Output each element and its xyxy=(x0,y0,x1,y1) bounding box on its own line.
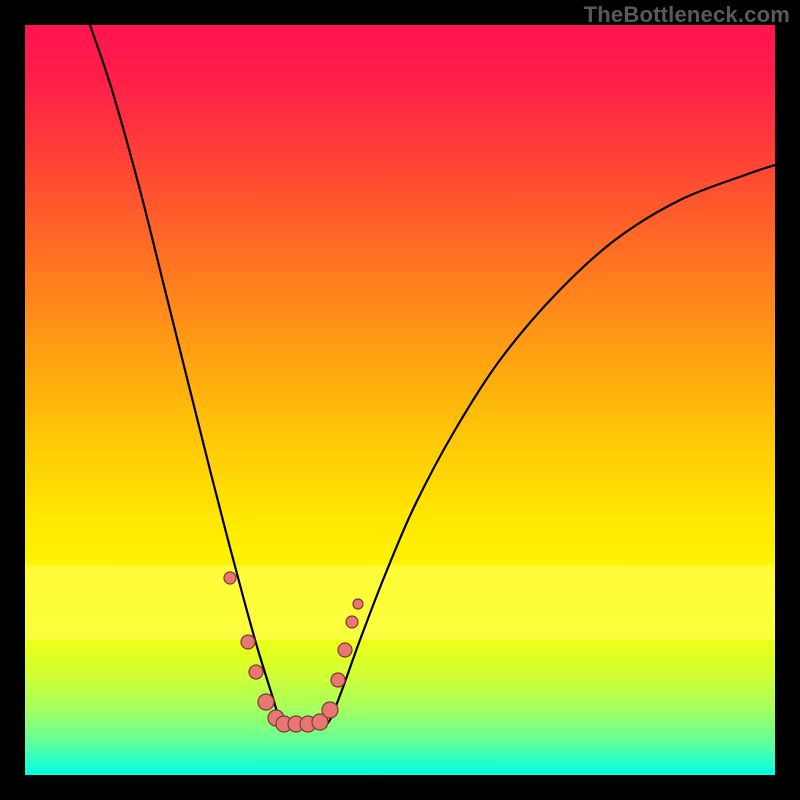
marker-dot xyxy=(258,694,274,710)
marker-dot xyxy=(249,665,263,679)
marker-dot xyxy=(224,572,236,584)
watermark-text: TheBottleneck.com xyxy=(584,2,790,28)
marker-dot xyxy=(346,616,358,628)
marker-dot xyxy=(331,673,345,687)
marker-dot xyxy=(322,702,338,718)
plot-background xyxy=(25,25,775,775)
chart-root: TheBottleneck.com xyxy=(0,0,800,800)
marker-dot xyxy=(353,599,363,609)
highlight-band xyxy=(25,565,775,640)
marker-dot xyxy=(338,643,352,657)
chart-svg xyxy=(0,0,800,800)
marker-dot xyxy=(241,635,255,649)
